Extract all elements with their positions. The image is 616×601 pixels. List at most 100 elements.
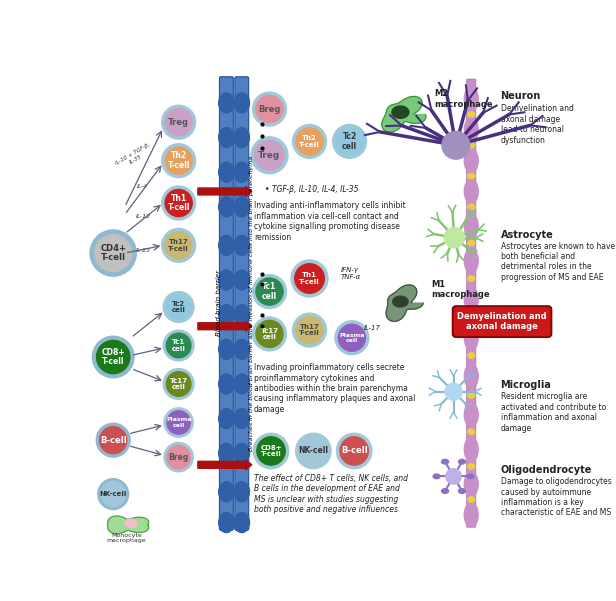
Text: B-cell: B-cell bbox=[341, 447, 368, 456]
Circle shape bbox=[166, 371, 191, 396]
Text: Th2
T-cell: Th2 T-cell bbox=[299, 135, 320, 148]
Text: Astrocytes are known to have
both beneficial and
detrimental roles in the
progre: Astrocytes are known to have both benefi… bbox=[501, 242, 615, 282]
Text: Tc2
cell: Tc2 cell bbox=[172, 300, 185, 313]
FancyBboxPatch shape bbox=[467, 79, 476, 527]
Circle shape bbox=[293, 313, 326, 347]
Text: M1
macrophage: M1 macrophage bbox=[431, 279, 490, 299]
Circle shape bbox=[101, 482, 126, 507]
Ellipse shape bbox=[234, 127, 249, 148]
Ellipse shape bbox=[468, 353, 475, 358]
Circle shape bbox=[335, 321, 369, 355]
Text: Monocyte
macrophage: Monocyte macrophage bbox=[107, 532, 146, 543]
Text: Breg: Breg bbox=[258, 105, 281, 114]
Circle shape bbox=[338, 324, 365, 352]
Ellipse shape bbox=[234, 374, 249, 394]
Text: IL-23: IL-23 bbox=[136, 248, 151, 253]
Circle shape bbox=[166, 294, 191, 319]
Text: Tc1
cell: Tc1 cell bbox=[262, 282, 277, 301]
Text: Oligodendrocyte: Oligodendrocyte bbox=[501, 465, 592, 475]
Ellipse shape bbox=[219, 444, 234, 463]
Circle shape bbox=[96, 423, 130, 457]
Ellipse shape bbox=[468, 463, 475, 469]
Ellipse shape bbox=[442, 459, 448, 464]
Text: NK-cell: NK-cell bbox=[100, 491, 127, 497]
Text: Tc2
cell: Tc2 cell bbox=[342, 132, 357, 151]
Text: Th17
T-cell: Th17 T-cell bbox=[299, 324, 320, 337]
Circle shape bbox=[251, 137, 288, 174]
Ellipse shape bbox=[468, 112, 475, 117]
Ellipse shape bbox=[219, 197, 234, 217]
Ellipse shape bbox=[234, 270, 249, 290]
Circle shape bbox=[98, 478, 129, 510]
Ellipse shape bbox=[464, 287, 478, 311]
Circle shape bbox=[95, 234, 132, 272]
Circle shape bbox=[100, 427, 127, 454]
Text: Th17
T-cell: Th17 T-cell bbox=[168, 239, 189, 252]
Text: IL-17: IL-17 bbox=[363, 325, 381, 331]
Circle shape bbox=[299, 437, 328, 465]
Text: Demyelination and
axonal damage
lead to neuronal
dysfunction: Demyelination and axonal damage lead to … bbox=[501, 105, 573, 145]
Ellipse shape bbox=[219, 305, 234, 325]
Text: CD8+
T-cell: CD8+ T-cell bbox=[260, 445, 282, 457]
Ellipse shape bbox=[468, 204, 475, 210]
Circle shape bbox=[444, 228, 464, 248]
Circle shape bbox=[162, 105, 196, 139]
Circle shape bbox=[165, 109, 192, 136]
Text: Treg: Treg bbox=[168, 118, 189, 127]
Ellipse shape bbox=[234, 409, 249, 429]
Circle shape bbox=[90, 230, 136, 276]
Text: Microglia: Microglia bbox=[501, 380, 551, 390]
Ellipse shape bbox=[234, 236, 249, 255]
Ellipse shape bbox=[468, 429, 475, 435]
Ellipse shape bbox=[464, 214, 478, 239]
Circle shape bbox=[163, 291, 194, 322]
Circle shape bbox=[167, 445, 190, 469]
Ellipse shape bbox=[234, 513, 249, 532]
Ellipse shape bbox=[234, 197, 249, 217]
Ellipse shape bbox=[458, 459, 466, 464]
Text: Tc17
cell: Tc17 cell bbox=[261, 328, 278, 340]
Text: Tc17
cell: Tc17 cell bbox=[169, 377, 188, 390]
Circle shape bbox=[296, 317, 323, 344]
Ellipse shape bbox=[468, 142, 475, 148]
Polygon shape bbox=[108, 516, 148, 534]
Circle shape bbox=[445, 383, 462, 400]
Ellipse shape bbox=[464, 148, 478, 173]
Ellipse shape bbox=[468, 497, 475, 502]
Ellipse shape bbox=[234, 162, 249, 182]
Ellipse shape bbox=[468, 393, 475, 398]
Ellipse shape bbox=[234, 305, 249, 325]
Text: Neuron: Neuron bbox=[501, 91, 541, 102]
Circle shape bbox=[442, 132, 470, 159]
Circle shape bbox=[97, 340, 130, 374]
Circle shape bbox=[255, 141, 285, 170]
Text: Breaches in the blood brain barrier allow invasion of immune cells into the brai: Breaches in the blood brain barrier allo… bbox=[248, 156, 254, 451]
FancyArrow shape bbox=[198, 460, 252, 470]
Polygon shape bbox=[386, 285, 423, 322]
FancyBboxPatch shape bbox=[235, 77, 249, 530]
Circle shape bbox=[336, 128, 363, 155]
Ellipse shape bbox=[442, 489, 448, 493]
Text: Damage to oligodendrocytes
caused by autoimmune
inflammation is a key
characteri: Damage to oligodendrocytes caused by aut… bbox=[501, 477, 611, 517]
Circle shape bbox=[256, 96, 283, 123]
Circle shape bbox=[165, 232, 192, 259]
Ellipse shape bbox=[234, 444, 249, 463]
Polygon shape bbox=[382, 96, 426, 132]
Text: IL-12: IL-12 bbox=[136, 215, 151, 219]
Ellipse shape bbox=[464, 403, 478, 427]
Circle shape bbox=[167, 410, 190, 434]
Circle shape bbox=[293, 124, 326, 158]
Ellipse shape bbox=[433, 474, 440, 478]
Text: IL-4: IL-4 bbox=[137, 183, 148, 189]
Text: Tc1
cell: Tc1 cell bbox=[172, 339, 185, 352]
Text: Plasma
cell: Plasma cell bbox=[339, 332, 365, 343]
Ellipse shape bbox=[464, 502, 478, 527]
Text: B-cell: B-cell bbox=[100, 436, 126, 445]
Text: Blood brain barrier: Blood brain barrier bbox=[216, 270, 222, 336]
Text: Th2
T-cell: Th2 T-cell bbox=[168, 151, 190, 170]
Circle shape bbox=[336, 433, 372, 469]
Text: IL-10 + TGF-β,
IL-35: IL-10 + TGF-β, IL-35 bbox=[115, 142, 153, 171]
Text: • TGF-β, IL-10, IL-4, IL-35: • TGF-β, IL-10, IL-4, IL-35 bbox=[265, 185, 359, 194]
Text: Plasma
cell: Plasma cell bbox=[166, 417, 192, 428]
Ellipse shape bbox=[234, 93, 249, 113]
